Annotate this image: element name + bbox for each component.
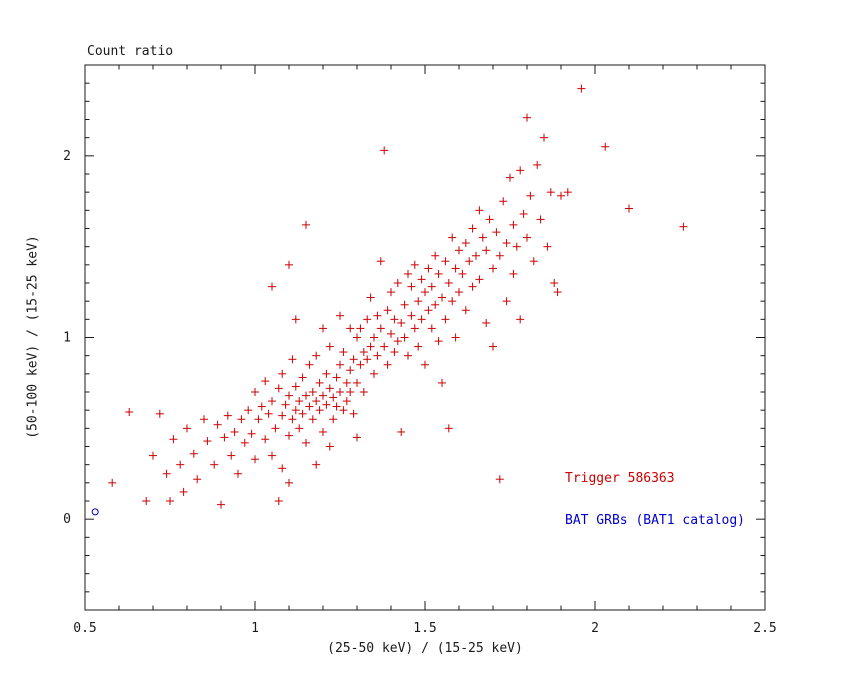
chart-title: Count ratio: [87, 44, 174, 59]
x-tick-label: 0.5: [73, 621, 96, 636]
legend-entry-catalog: BAT GRBs (BAT1 catalog): [565, 513, 746, 528]
series-1-points: [91, 508, 99, 516]
x-axis-label: (25-50 keV) / (15-25 keV): [327, 641, 523, 656]
x-tick-label: 2.5: [753, 621, 776, 636]
x-tick-label: 1: [251, 621, 259, 636]
y-tick-label: 1: [63, 331, 71, 346]
tick-labels: 0.5 1 1.5 2 2.5 0 1 2: [63, 149, 777, 636]
y-tick-label: 2: [63, 149, 71, 164]
y-tick-label: 0: [63, 512, 71, 527]
y-axis-label: (50-100 keV) / (15-25 keV): [25, 235, 41, 439]
series-0-points: [108, 84, 688, 509]
x-tick-label: 1.5: [413, 621, 436, 636]
x-tick-label: 2: [591, 621, 599, 636]
axes-frame: [84, 64, 766, 611]
legend-entry-trigger: Trigger 586363: [565, 471, 675, 486]
